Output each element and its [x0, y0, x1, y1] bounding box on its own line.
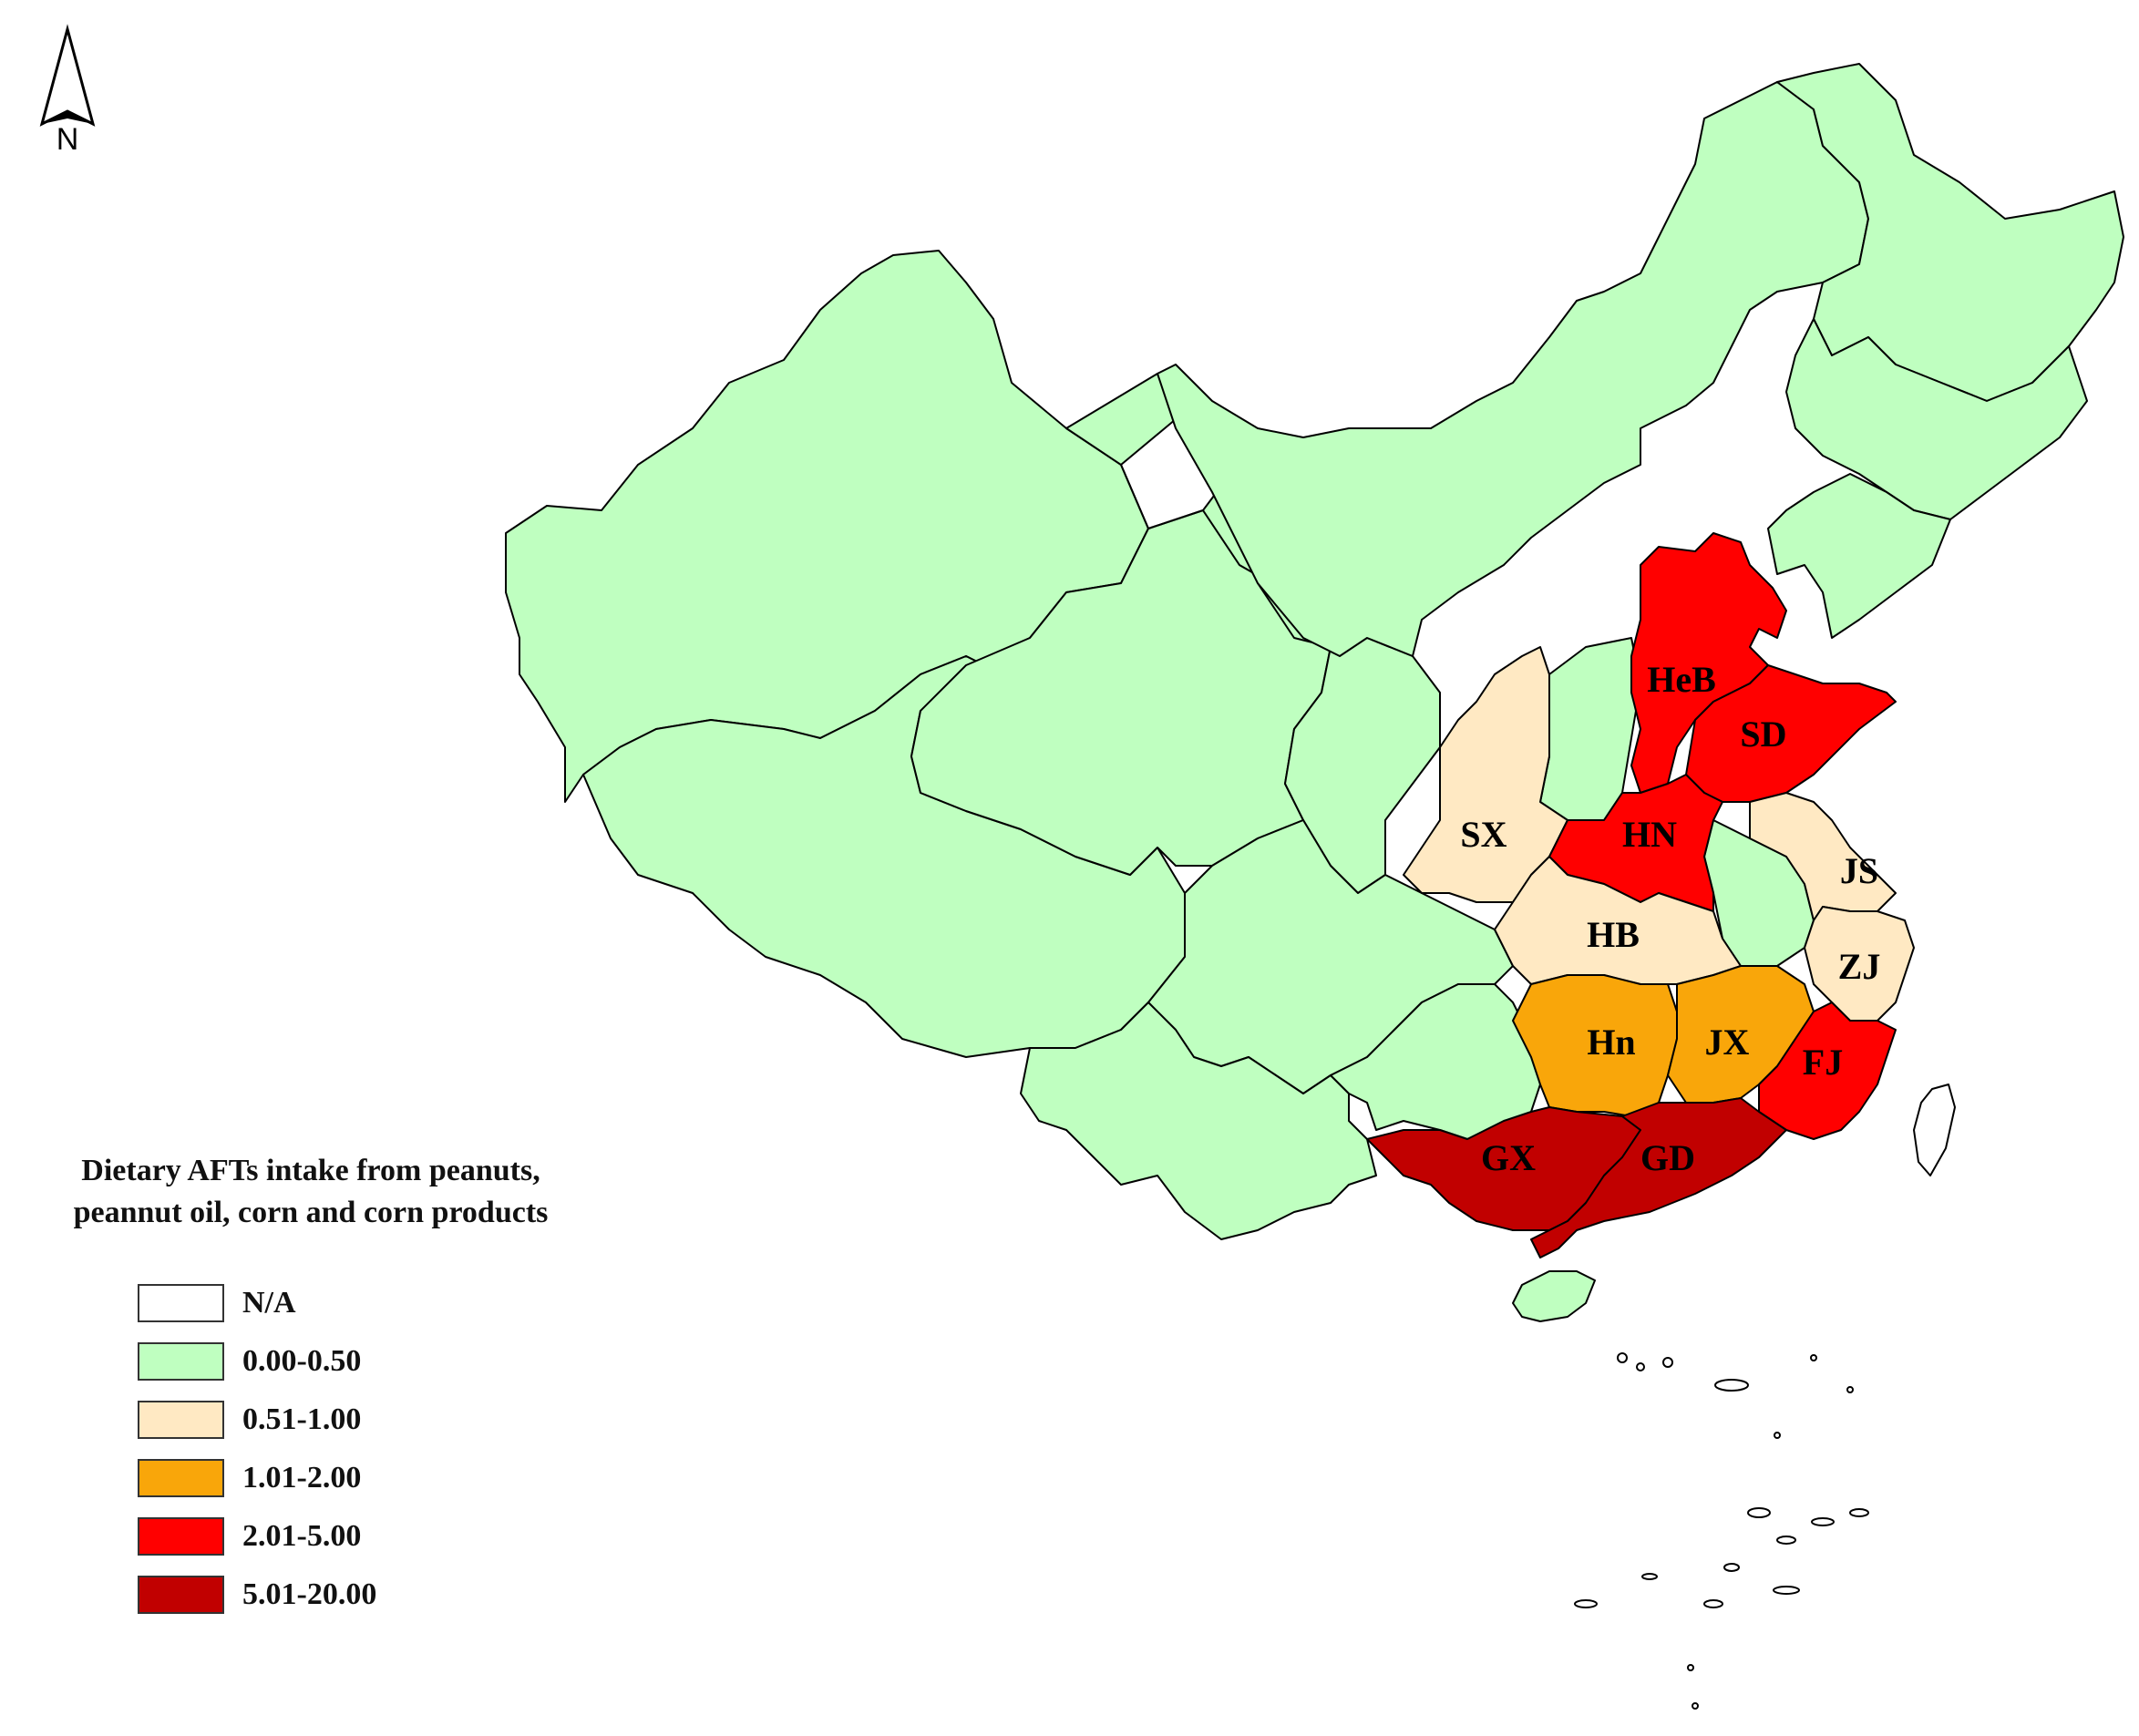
legend-swatch — [138, 1342, 224, 1381]
label-SX: SX — [1460, 814, 1507, 855]
label-GD: GD — [1640, 1137, 1695, 1178]
region-GD — [1530, 1097, 1787, 1258]
legend-title-line2: peannut oil, corn and corn products — [73, 1196, 549, 1229]
legend-swatch — [138, 1517, 224, 1556]
label-Hn: Hn — [1587, 1022, 1635, 1063]
legend-item: 2.01-5.00 — [138, 1507, 607, 1566]
south-sea-islands — [1574, 1352, 1869, 1710]
legend-label: 2.01-5.00 — [242, 1519, 362, 1553]
green-regions — [505, 63, 2124, 1322]
legend: Dietary AFTs intake from peanuts, peannu… — [15, 1150, 607, 1624]
legend-item: 1.01-2.00 — [138, 1449, 607, 1507]
label-GX: GX — [1481, 1137, 1536, 1178]
legend-swatch — [138, 1284, 224, 1322]
legend-swatch — [138, 1576, 224, 1614]
region-yunnan — [1020, 1002, 1377, 1240]
region-guizhou — [1330, 983, 1541, 1140]
legend-item: 0.51-1.00 — [138, 1391, 607, 1449]
label-ZJ: ZJ — [1838, 946, 1881, 987]
label-HeB: HeB — [1647, 659, 1716, 700]
label-JX: JX — [1705, 1022, 1750, 1063]
legend-item: 5.01-20.00 — [138, 1566, 607, 1624]
region-jilin — [1785, 318, 2088, 520]
legend-swatch — [138, 1459, 224, 1497]
data-regions — [1366, 532, 1915, 1258]
region-liaoning — [1767, 473, 1951, 639]
legend-swatch — [138, 1401, 224, 1439]
label-HB: HB — [1587, 914, 1640, 955]
region-taiwan — [1913, 1084, 1956, 1176]
label-FJ: FJ — [1803, 1042, 1843, 1083]
legend-label: 5.01-20.00 — [242, 1577, 377, 1611]
region-FJ — [1758, 1002, 1897, 1140]
region-inner-mongolia — [1157, 81, 1869, 657]
label-SD: SD — [1740, 714, 1786, 755]
north-label: N — [57, 122, 79, 151]
label-HN: HN — [1622, 814, 1677, 855]
legend-label: 0.51-1.00 — [242, 1402, 362, 1436]
legend-label: N/A — [242, 1286, 296, 1320]
legend-label: 0.00-0.50 — [242, 1344, 362, 1378]
region-labels: HeB SD SX HN JS HB ZJ Hn JX FJ GX GD — [1460, 659, 1880, 1178]
legend-item: 0.00-0.50 — [138, 1332, 607, 1391]
legend-title: Dietary AFTs intake from peanuts, peannu… — [15, 1150, 607, 1234]
legend-title-line1: Dietary AFTs intake from peanuts, — [81, 1154, 540, 1187]
legend-item: N/A — [138, 1274, 607, 1332]
label-JS: JS — [1840, 850, 1878, 891]
legend-items: N/A 0.00-0.50 0.51-1.00 1.01-2.00 2.01-5… — [138, 1274, 607, 1624]
region-hainan — [1512, 1270, 1596, 1322]
legend-label: 1.01-2.00 — [242, 1461, 362, 1495]
north-arrow-icon: N — [39, 24, 96, 151]
